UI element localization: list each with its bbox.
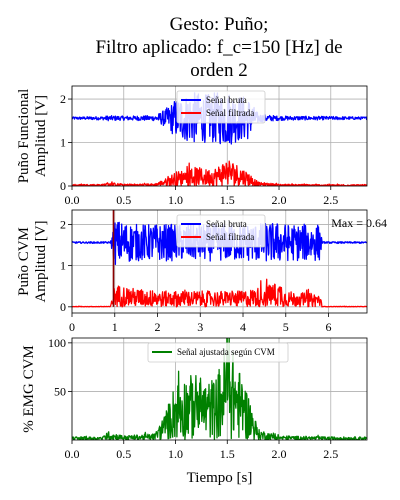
legend-box xyxy=(147,342,289,363)
x-tick-label: 0.0 xyxy=(65,193,80,207)
series-line-2 xyxy=(72,278,367,308)
legend-label: Señal bruta xyxy=(206,95,247,105)
legend-label: Señal filtrada xyxy=(206,232,254,242)
chart-title-line-2: Filtro aplicado: f_c=150 [Hz] de xyxy=(95,37,342,58)
chart-title: Gesto: Puño; Filtro aplicado: f_c=150 [H… xyxy=(95,14,342,81)
panel-2: 0 1 2 3 4 5 6 0 1 2 Puño CVM Amplitud [V] Max = 0.64… xyxy=(16,209,387,334)
x-tick-label: 2.0 xyxy=(272,193,287,207)
y-axis-label: Puño Funcional xyxy=(16,89,32,184)
legend-label: Señal filtrada xyxy=(206,108,254,118)
axes-frame xyxy=(71,209,368,314)
x-tick-label: 0.0 xyxy=(65,447,80,461)
panel-1: 0.0 0.5 1.0 1.5 2.0 2.5 0 1 2 Puño Funcional Ampli… xyxy=(16,85,368,207)
panel-3: 0.0 0.5 1.0 1.5 2.0 2.5 50 100 % EMG CVM Tiempo [… xyxy=(21,336,368,486)
x-axis-label: Tiempo [s] xyxy=(187,470,253,486)
axes-frame xyxy=(71,85,368,187)
series-group xyxy=(72,338,367,440)
y-tick-label: 100 xyxy=(48,336,66,350)
x-tick-label: 0.5 xyxy=(116,447,131,461)
x-tick-label: 2.5 xyxy=(323,193,338,207)
legend: Señal bruta Señal filtrada xyxy=(176,214,266,248)
legend-label: Señal ajustada según CVM xyxy=(177,347,275,357)
legend: Señal bruta Señal filtrada xyxy=(176,90,266,124)
x-tick-label: 1.0 xyxy=(168,193,183,207)
y-axis-label: Puño CVM xyxy=(16,227,32,296)
y-axis-label: Amplitud [V] xyxy=(33,95,49,177)
legend: Señal ajustada según CVM xyxy=(147,342,289,363)
series-line-1 xyxy=(72,338,367,440)
x-tick-label: 2.0 xyxy=(272,447,287,461)
y-tick-label: 1 xyxy=(60,259,66,273)
series-group xyxy=(72,221,367,308)
axes-frame xyxy=(71,337,368,441)
x-tick-label: 6 xyxy=(326,320,332,334)
series-line-1 xyxy=(72,221,367,266)
y-tick-label: 50 xyxy=(54,384,66,398)
x-tick-label: 4 xyxy=(240,320,246,334)
y-axis-label: Amplitud [V] xyxy=(33,220,49,302)
y-tick-label: 2 xyxy=(60,92,66,106)
y-tick-label: 2 xyxy=(60,217,66,231)
x-tick-label: 1 xyxy=(112,320,118,334)
x-tick-label: 2 xyxy=(155,320,161,334)
x-tick-label: 5 xyxy=(283,320,289,334)
y-axis-label: % EMG CVM xyxy=(21,345,37,433)
x-tick-label: 3 xyxy=(197,320,203,334)
chart-title-line-1: Gesto: Puño; xyxy=(170,14,269,35)
x-tick-label: 2.5 xyxy=(323,447,338,461)
x-tick-label: 0 xyxy=(69,320,75,334)
legend-label: Señal bruta xyxy=(206,219,247,229)
x-tick-label: 1.0 xyxy=(168,447,183,461)
x-tick-label: 1.5 xyxy=(220,193,235,207)
y-tick-label: 0 xyxy=(60,179,66,193)
series-line-2 xyxy=(72,160,367,186)
max-annotation: Max = 0.64 xyxy=(331,216,387,230)
x-tick-label: 1.5 xyxy=(220,447,235,461)
y-tick-label: 1 xyxy=(60,136,66,150)
x-tick-label: 0.5 xyxy=(116,193,131,207)
y-tick-label: 0 xyxy=(60,300,66,314)
chart-title-line-3: orden 2 xyxy=(190,60,248,81)
